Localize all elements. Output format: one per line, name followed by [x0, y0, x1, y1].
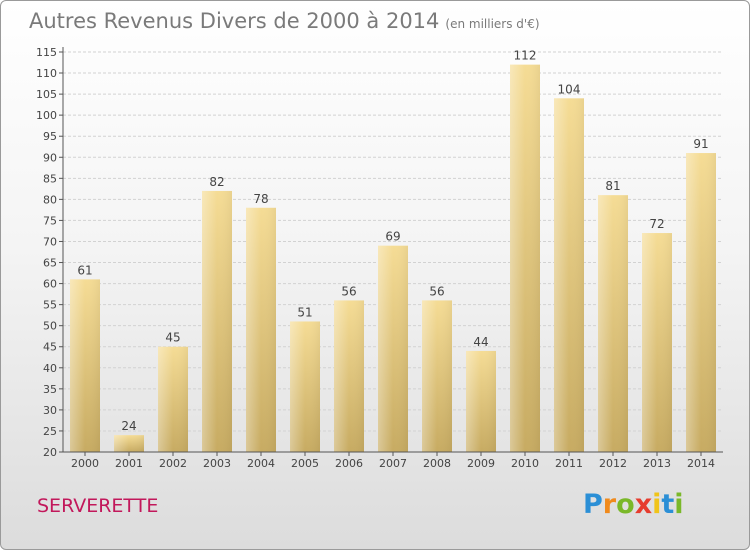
bar-value-label: 112 — [514, 49, 537, 63]
y-tick-label: 45 — [43, 341, 57, 354]
y-tick-label: 35 — [43, 383, 57, 396]
y-tick-label: 105 — [36, 88, 57, 101]
bar-value-label: 78 — [253, 192, 268, 206]
x-tick-label: 2001 — [115, 457, 143, 470]
logo-letter: o — [616, 489, 635, 520]
chart-title: Autres Revenus Divers de 2000 à 2014 (en … — [29, 9, 540, 33]
bar-highlight — [158, 346, 188, 452]
bar-highlight — [114, 435, 144, 452]
bar-highlight — [466, 350, 496, 452]
y-tick-label: 65 — [43, 257, 57, 270]
logo-letter: r — [602, 489, 617, 520]
y-tick-label: 50 — [43, 320, 57, 333]
bar-highlight — [290, 321, 320, 452]
y-tick-label: 20 — [43, 446, 57, 459]
bar-highlight — [686, 153, 716, 453]
bar-highlight — [334, 300, 364, 452]
location-label: SERVERETTE — [37, 495, 159, 517]
bar-value-label: 69 — [385, 230, 400, 244]
x-tick-label: 2008 — [423, 457, 451, 470]
x-tick-label: 2007 — [379, 457, 407, 470]
y-tick-label: 95 — [43, 130, 57, 143]
x-tick-label: 2000 — [71, 457, 99, 470]
proxiti-logo: Proxiti — [583, 489, 684, 520]
y-tick-label: 30 — [43, 404, 57, 417]
bar-highlight — [554, 98, 584, 452]
logo-letter: t — [661, 489, 675, 520]
bar-highlight — [246, 207, 276, 452]
logo-letter: P — [583, 489, 603, 520]
bar-value-label: 104 — [558, 82, 581, 96]
bar-value-label: 72 — [649, 217, 664, 231]
bar-highlight — [642, 233, 672, 452]
y-tick-label: 80 — [43, 193, 57, 206]
logo-letter: i — [652, 489, 662, 520]
x-tick-label: 2010 — [511, 457, 539, 470]
y-tick-label: 75 — [43, 214, 57, 227]
bar-value-label: 91 — [693, 137, 708, 151]
x-tick-label: 2006 — [335, 457, 363, 470]
bar-value-label: 82 — [209, 175, 224, 189]
y-tick-label: 90 — [43, 151, 57, 164]
bar-value-label: 44 — [473, 335, 488, 349]
logo-letter: i — [674, 489, 684, 520]
y-tick-label: 70 — [43, 235, 57, 248]
x-tick-label: 2005 — [291, 457, 319, 470]
bar-highlight — [422, 300, 452, 452]
y-tick-label: 100 — [36, 109, 57, 122]
bar-highlight — [598, 195, 628, 452]
x-tick-label: 2014 — [687, 457, 715, 470]
bar-value-label: 81 — [605, 179, 620, 193]
x-tick-label: 2013 — [643, 457, 671, 470]
y-tick-label: 110 — [36, 67, 57, 80]
bar-highlight — [378, 245, 408, 452]
x-tick-label: 2011 — [555, 457, 583, 470]
bars-group: 61 24 45 82 78 51 56 69 56 44 112 104 81 72 91 — [70, 49, 716, 453]
x-tick-label: 2003 — [203, 457, 231, 470]
bar-value-label: 56 — [429, 284, 444, 298]
y-tick-label: 25 — [43, 425, 57, 438]
bar-value-label: 56 — [341, 284, 356, 298]
bar-value-label: 61 — [77, 263, 92, 277]
bar-highlight — [70, 279, 100, 452]
bar-value-label: 45 — [165, 331, 180, 345]
x-tick-label: 2009 — [467, 457, 495, 470]
chart-subtitle: (en milliers d'€) — [445, 17, 540, 31]
bar-value-label: 51 — [297, 305, 312, 319]
bar-value-label: 24 — [121, 419, 136, 433]
x-tick-label: 2002 — [159, 457, 187, 470]
bar-highlight — [510, 64, 540, 452]
bar-highlight — [202, 190, 232, 452]
y-tick-label: 115 — [36, 46, 57, 59]
x-tick-label: 2004 — [247, 457, 275, 470]
x-tick-label: 2012 — [599, 457, 627, 470]
axes-group: 20 25 30 35 40 45 50 55 60 65 70 75 80 85 90 95 100 105 11… — [36, 46, 723, 470]
logo-letter: x — [634, 489, 653, 520]
y-tick-label: 55 — [43, 299, 57, 312]
y-tick-label: 85 — [43, 172, 57, 185]
y-tick-label: 60 — [43, 278, 57, 291]
y-tick-label: 40 — [43, 362, 57, 375]
chart-title-text: Autres Revenus Divers de 2000 à 2014 — [29, 9, 440, 33]
